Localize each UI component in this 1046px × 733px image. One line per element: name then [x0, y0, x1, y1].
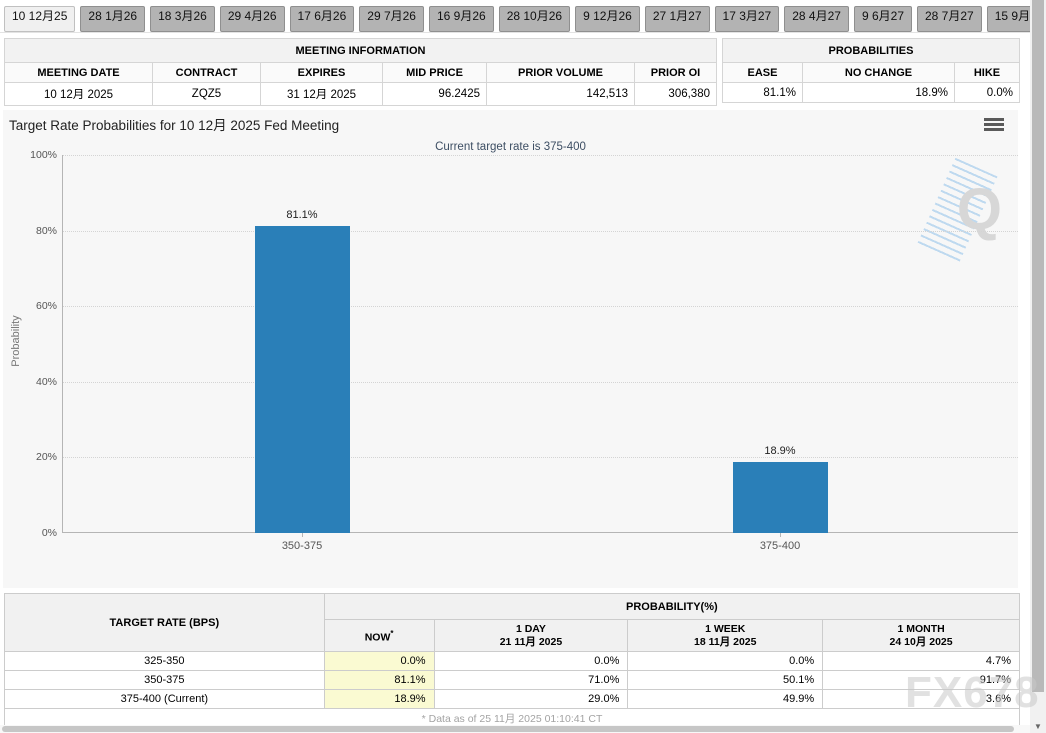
cell-now: 0.0% [323, 651, 435, 671]
meeting-tab-6[interactable]: 16 9月26 [428, 6, 494, 32]
prior-volume-value: 142,513 [486, 82, 635, 106]
meeting-tab-13[interactable]: 28 7月27 [917, 6, 982, 32]
y-tick-label: 20% [35, 451, 57, 464]
bar-375-400[interactable] [732, 462, 828, 533]
hamburger-menu-icon[interactable] [984, 118, 1004, 132]
corner-header: TARGET RATE (BPS) [4, 593, 325, 652]
hike-value: 0.0% [954, 82, 1020, 103]
meeting-info-title: MEETING INFORMATION [4, 38, 717, 63]
meeting-tab-11[interactable]: 28 4月27 [784, 6, 849, 32]
col-header-1month[interactable]: 1 MONTH 24 10月 2025 [822, 619, 1020, 652]
meeting-tab-8[interactable]: 9 12月26 [575, 6, 640, 32]
expires-value: 31 12月 2025 [260, 82, 383, 106]
plot-area: Q 0% 20% 40% 60% 80% 100% 81.1% 350-375 18.9% 375… [30, 149, 1018, 552]
prior-oi-value: 306,380 [634, 82, 717, 106]
gridline [63, 230, 1018, 232]
x-tick-label: 350-375 [281, 540, 323, 552]
cell-month: 91.7% [822, 670, 1020, 690]
col-hike: HIKE [954, 62, 1020, 83]
cell-now: 18.9% [323, 689, 435, 709]
x-tick-label: 375-400 [759, 540, 801, 552]
meeting-tab-3[interactable]: 29 4月26 [219, 6, 285, 32]
mid-price-value: 96.2425 [382, 82, 487, 106]
vertical-scrollbar[interactable]: ▼ [1030, 0, 1046, 733]
group-header-row: TARGET RATE (BPS) PROBABILITY(%) [4, 593, 1021, 652]
bar-value-label: 81.1% [286, 209, 318, 221]
y-tick-label: 80% [35, 224, 57, 237]
ease-value: 81.1% [722, 82, 803, 103]
quikstrike-logo-watermark: Q [916, 157, 1004, 265]
meeting-tab-4[interactable]: 17 6月26 [289, 6, 355, 32]
meeting-tab-9[interactable]: 27 1月27 [644, 6, 710, 32]
col-expires: EXPIRES [260, 62, 383, 83]
meeting-tab-12[interactable]: 9 6月27 [853, 6, 912, 32]
x-tick-mark [302, 533, 303, 537]
cell-day: 71.0% [433, 670, 629, 690]
vertical-scrollbar-thumb[interactable] [1032, 0, 1044, 692]
col-no-change: NO CHANGE [802, 62, 955, 83]
meeting-info-table: MEETING INFORMATION MEETING DATE CONTRAC… [4, 38, 717, 106]
meeting-tab-10[interactable]: 17 3月27 [714, 6, 780, 32]
bar-350-375[interactable] [254, 226, 350, 533]
col-contract: CONTRACT [152, 62, 261, 83]
y-tick-label: 0% [41, 527, 57, 539]
probability-history-table: TARGET RATE (BPS) PROBABILITY(%) NOW* 1 … [4, 593, 1021, 729]
cell-day: 29.0% [433, 689, 629, 709]
col-prior-oi: PRIOR OI [634, 62, 717, 83]
gridline [63, 457, 1018, 459]
cell-week: 50.1% [627, 670, 824, 690]
cell-rate: 350-375 [4, 670, 325, 690]
horizontal-scrollbar[interactable] [0, 725, 1030, 733]
gridline [63, 306, 1018, 308]
y-tick-label: 100% [30, 149, 57, 161]
meeting-tab-0[interactable]: 10 12月25 [4, 6, 76, 32]
meeting-tab-1[interactable]: 28 1月26 [80, 6, 146, 32]
probabilities-table: PROBABILITIES EASE NO CHANGE HIKE 81.1% … [722, 38, 1020, 103]
col-meeting-date: MEETING DATE [4, 62, 153, 83]
chart-panel: Target Rate Probabilities for 10 12月 202… [3, 110, 1018, 620]
meeting-tab-bar: 10 12月25 28 1月26 18 3月26 29 4月26 17 6月26 29 7… [0, 0, 1046, 33]
meeting-tab-5[interactable]: 29 7月26 [359, 6, 424, 32]
table-row: 375-400 (Current) 18.9% 29.0% 49.9% 3.6% [4, 689, 1020, 709]
cell-week: 0.0% [627, 651, 824, 671]
col-ease: EASE [722, 62, 803, 83]
cell-rate: 325-350 [4, 651, 325, 671]
cell-day: 0.0% [433, 651, 629, 671]
scroll-down-arrow-icon[interactable]: ▼ [1034, 722, 1042, 731]
logo-letter: Q [956, 177, 1002, 242]
x-tick-mark [780, 533, 781, 537]
table-row: 350-375 81.1% 71.0% 50.1% 91.7% [4, 670, 1020, 690]
cell-month: 3.6% [822, 689, 1020, 709]
cell-week: 49.9% [627, 689, 824, 709]
sub-header-row: NOW* 1 DAY 21 11月 2025 1 WEEK 18 11月 202… [5, 619, 1020, 652]
cell-now: 81.1% [323, 670, 435, 690]
gridline [63, 155, 1018, 156]
col-header-now[interactable]: NOW* [323, 619, 435, 652]
probability-group-header: PROBABILITY(%) [323, 593, 1021, 620]
y-axis-title: Probability [10, 315, 22, 367]
table-row: 325-350 0.0% 0.0% 0.0% 4.7% [4, 651, 1020, 671]
col-header-1week[interactable]: 1 WEEK 18 11月 2025 [627, 619, 824, 652]
bar-value-label: 18.9% [764, 445, 796, 457]
chart-subtitle: Current target rate is 375-400 [435, 141, 586, 153]
col-mid-price: MID PRICE [382, 62, 487, 83]
chart-title: Target Rate Probabilities for 10 12月 202… [9, 118, 340, 133]
probability-table-body: 325-350 0.0% 0.0% 0.0% 4.7% 350-375 81.1% 71.0%… [4, 651, 1020, 709]
gridline [63, 381, 1018, 383]
col-prior-volume: PRIOR VOLUME [486, 62, 635, 83]
horizontal-scrollbar-thumb[interactable] [2, 726, 1014, 732]
probabilities-title: PROBABILITIES [722, 38, 1020, 63]
col-header-1day[interactable]: 1 DAY 21 11月 2025 [433, 619, 629, 652]
meeting-tab-2[interactable]: 18 3月26 [150, 6, 215, 32]
y-tick-label: 60% [35, 300, 57, 313]
cell-month: 4.7% [822, 651, 1020, 671]
contract-value: ZQZ5 [152, 82, 261, 106]
meeting-tab-7[interactable]: 28 10月26 [498, 6, 571, 32]
meeting-date-value: 10 12月 2025 [4, 82, 153, 106]
no-change-value: 18.9% [802, 82, 955, 103]
y-tick-label: 40% [35, 375, 57, 388]
cell-rate: 375-400 (Current) [4, 689, 325, 709]
